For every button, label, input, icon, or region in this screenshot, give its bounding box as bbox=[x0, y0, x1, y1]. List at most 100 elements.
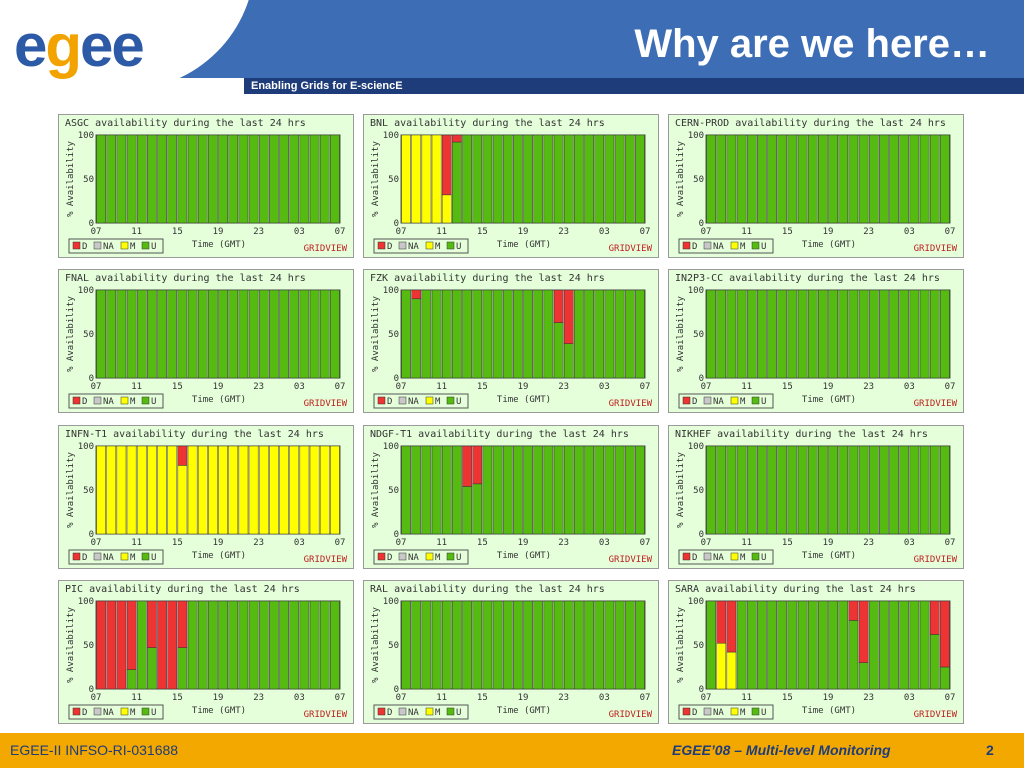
bar-6-U bbox=[462, 134, 472, 224]
chart-title: ASGC availability during the last 24 hrs bbox=[65, 118, 306, 129]
legend-label: D bbox=[387, 397, 392, 407]
y-axis-label: % Availability bbox=[371, 451, 381, 527]
bar-5-U bbox=[757, 134, 767, 224]
bar-3-U bbox=[126, 134, 137, 224]
bar-11-U bbox=[513, 600, 523, 690]
legend-label: M bbox=[740, 553, 746, 563]
legend-label: NA bbox=[408, 242, 419, 252]
bar-19-U bbox=[899, 445, 910, 535]
bar-11-U bbox=[208, 289, 218, 379]
legend-label: NA bbox=[408, 397, 419, 407]
legend-swatch bbox=[93, 552, 102, 561]
legend-swatch bbox=[703, 396, 712, 405]
legend-label: D bbox=[387, 242, 392, 252]
bar-14-U bbox=[543, 289, 554, 379]
x-tick-label: 03 bbox=[294, 693, 305, 703]
bar-23-U bbox=[635, 600, 645, 690]
availability-chart-5: % Availability 100 50 0 07 11 15 19 23 03 07 Time (… bbox=[668, 269, 964, 413]
bar-8-U bbox=[482, 600, 493, 690]
bar-9-U bbox=[797, 134, 808, 224]
legend-label: NA bbox=[713, 397, 724, 407]
chart-title: RAL availability during the last 24 hrs bbox=[370, 584, 605, 595]
y-tick-label: 50 bbox=[693, 330, 704, 340]
legend-label: D bbox=[82, 397, 87, 407]
x-tick-label: 07 bbox=[91, 382, 102, 392]
bar-1-U bbox=[716, 289, 727, 379]
bar-12-U bbox=[523, 600, 533, 690]
bar-19-U bbox=[594, 445, 605, 535]
bar-23-U bbox=[635, 289, 645, 379]
legend-swatch bbox=[93, 241, 102, 250]
availability-chart-11: % Availability 100 50 0 07 11 15 19 23 03 07 Time (… bbox=[668, 580, 964, 724]
subtitle: Enabling Grids for E-sciencE bbox=[251, 80, 403, 92]
bar-8-U bbox=[482, 445, 493, 535]
bar-12-U bbox=[218, 134, 228, 224]
bar-9-U bbox=[797, 600, 808, 690]
x-tick-label: 07 bbox=[701, 227, 712, 237]
legend-label: U bbox=[761, 242, 766, 252]
y-tick-label: 0 bbox=[394, 530, 399, 540]
bar-5-U bbox=[757, 600, 767, 690]
legend-label: U bbox=[456, 397, 461, 407]
y-tick-label: 0 bbox=[394, 685, 399, 695]
x-tick-label: 11 bbox=[131, 538, 142, 548]
legend-box bbox=[373, 704, 469, 720]
bar-20-U bbox=[299, 600, 310, 690]
y-axis-label: % Availability bbox=[676, 606, 686, 682]
bar-14-U bbox=[543, 600, 554, 690]
bar-2-U bbox=[726, 445, 737, 535]
y-axis-label: % Availability bbox=[371, 606, 381, 682]
legend-label: U bbox=[456, 708, 461, 718]
bar-11-U bbox=[818, 134, 828, 224]
bar-4-U bbox=[136, 600, 147, 690]
page-number: 2 bbox=[986, 742, 994, 758]
bar-0-M bbox=[96, 445, 106, 535]
x-tick-label: 07 bbox=[335, 227, 346, 237]
x-tick-label: 15 bbox=[477, 538, 488, 548]
bar-18-U bbox=[584, 289, 594, 379]
legend-label: D bbox=[82, 242, 87, 252]
bar-15-U bbox=[858, 134, 869, 224]
legend-box bbox=[68, 238, 164, 254]
bar-13-U bbox=[533, 445, 544, 535]
bar-22-U bbox=[929, 134, 940, 224]
bar-16-U bbox=[868, 600, 879, 690]
y-tick-label: 0 bbox=[394, 374, 399, 384]
bar-21-U bbox=[919, 600, 930, 690]
bar-12-U bbox=[523, 289, 533, 379]
bar-7-U bbox=[777, 134, 788, 224]
y-axis-label: % Availability bbox=[676, 295, 686, 371]
bar-9-U bbox=[797, 289, 808, 379]
bar-3-U bbox=[736, 445, 747, 535]
bar-17-U bbox=[574, 134, 584, 224]
bar-4-U bbox=[746, 134, 757, 224]
bar-19-U bbox=[594, 600, 605, 690]
bar-7-D bbox=[472, 445, 483, 485]
bar-0-U bbox=[401, 600, 411, 690]
plot-area bbox=[705, 289, 951, 379]
x-axis-label: Time (GMT) bbox=[802, 706, 856, 716]
bar-2-U bbox=[421, 289, 432, 379]
bar-3-U bbox=[431, 600, 442, 690]
bar-10-U bbox=[197, 134, 208, 224]
legend-swatch bbox=[730, 707, 739, 716]
legend-label: D bbox=[692, 242, 697, 252]
bar-7-M bbox=[167, 445, 178, 535]
legend-label: M bbox=[740, 242, 746, 252]
bar-22-U bbox=[624, 134, 635, 224]
bar-16-U bbox=[563, 600, 574, 690]
bar-15-U bbox=[858, 289, 869, 379]
x-tick-label: 15 bbox=[782, 382, 793, 392]
bar-14-U bbox=[848, 134, 859, 224]
x-tick-label: 11 bbox=[741, 538, 752, 548]
y-tick-label: 50 bbox=[693, 486, 704, 496]
bar-11-U bbox=[513, 134, 523, 224]
legend-swatch bbox=[72, 241, 81, 250]
bar-15-U bbox=[858, 445, 869, 535]
chart-title: FZK availability during the last 24 hrs bbox=[370, 273, 605, 284]
bar-6-U bbox=[767, 134, 777, 224]
legend-swatch bbox=[682, 707, 691, 716]
x-tick-label: 19 bbox=[518, 693, 529, 703]
